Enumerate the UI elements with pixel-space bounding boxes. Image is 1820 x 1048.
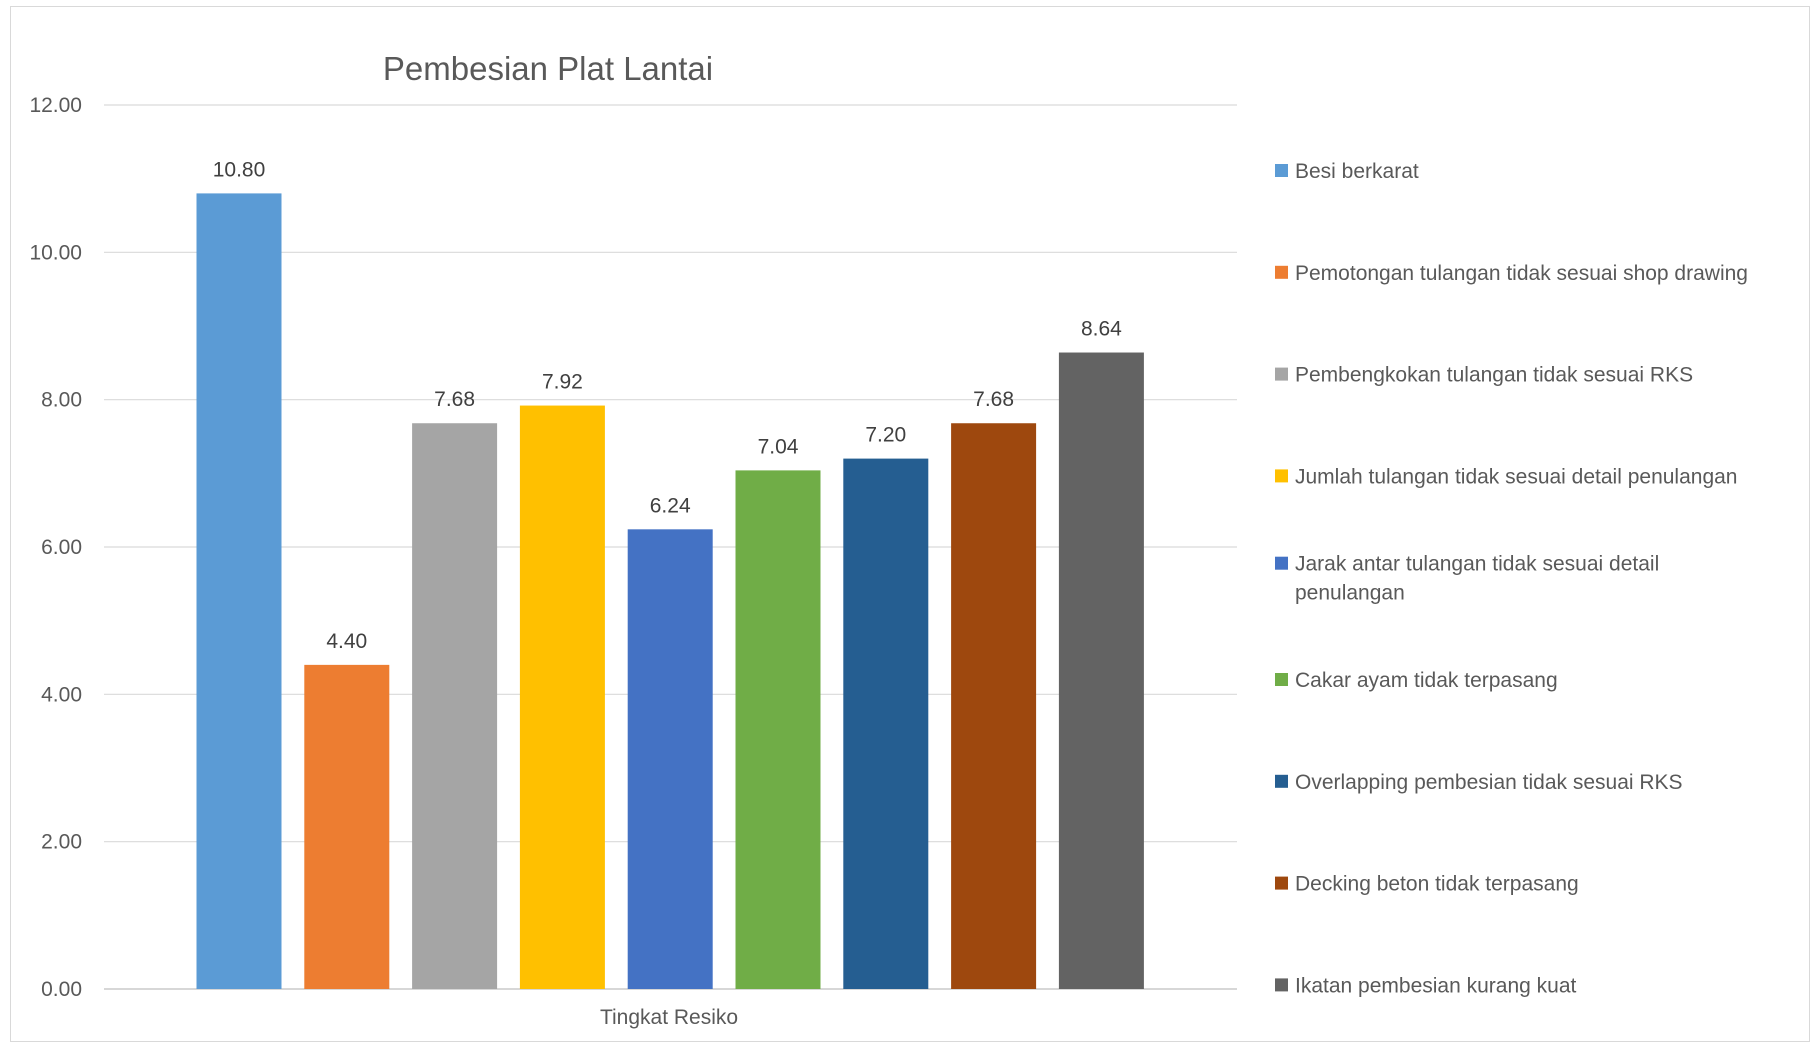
legend-swatch — [1275, 876, 1288, 890]
bar — [843, 458, 929, 990]
bar — [627, 529, 713, 989]
bar — [1058, 352, 1144, 989]
legend-swatch — [1275, 367, 1288, 381]
y-tick-label: 12.00 — [29, 94, 82, 117]
data-label: 6.24 — [650, 494, 691, 517]
legend-label: Besi berkarat — [1295, 160, 1419, 183]
y-tick-label: 6.00 — [41, 536, 82, 559]
y-tick-label: 8.00 — [41, 389, 82, 412]
gridlines — [104, 104, 1237, 990]
data-label: 7.68 — [973, 388, 1014, 411]
y-tick-label: 4.00 — [41, 683, 82, 706]
bar — [196, 193, 282, 989]
legend-label: Pemotongan tulangan tidak sesuai shop dr… — [1295, 262, 1748, 285]
legend-label: Ikatan pembesian kurang kuat — [1295, 974, 1577, 997]
y-axis: 0.00 2.00 4.00 6.00 8.00 10.00 12.00 — [29, 94, 82, 1001]
data-label: 8.64 — [1081, 318, 1122, 341]
y-tick-label: 10.00 — [29, 241, 82, 264]
y-tick-label: 0.00 — [41, 978, 82, 1001]
x-axis-label: Tingkat Resiko — [600, 1006, 738, 1029]
data-labels: 10.80 4.40 7.68 7.92 6.24 7.04 7.20 7.68 8.64 — [213, 158, 1122, 652]
data-label: 7.04 — [758, 435, 799, 458]
data-label: 7.92 — [542, 371, 583, 394]
legend-swatch — [1275, 265, 1288, 279]
legend-swatch — [1275, 673, 1288, 686]
legend-swatch — [1275, 774, 1288, 788]
data-label: 7.20 — [865, 424, 906, 447]
legend-swatch — [1275, 164, 1288, 177]
legend-label: Pembengkokan tulangan tidak sesuai RKS — [1295, 364, 1693, 387]
bar — [951, 423, 1037, 989]
y-tick-label: 2.00 — [41, 831, 82, 854]
legend-swatch — [1275, 978, 1288, 992]
bar — [735, 470, 821, 989]
chart-title: Pembesian Plat Lantai — [383, 50, 713, 87]
legend-swatch — [1275, 556, 1288, 570]
legend-swatch — [1275, 469, 1288, 483]
legend: Besi berkarat Pemotongan tulangan tidak s… — [1275, 160, 1748, 997]
legend-label: Decking beton tidak terpasang — [1295, 873, 1579, 896]
legend-label: Cakar ayam tidak terpasang — [1295, 669, 1558, 692]
bar — [304, 664, 390, 989]
legend-label: Jarak antar tulangan tidak sesuai detail… — [1295, 553, 1659, 605]
data-label: 7.68 — [434, 388, 475, 411]
bar — [412, 423, 498, 989]
bars — [196, 193, 1144, 990]
legend-label: Jumlah tulangan tidak sesuai detail penu… — [1295, 465, 1738, 488]
data-label: 4.40 — [326, 630, 367, 653]
bar — [519, 405, 605, 989]
legend-label: Overlapping pembesian tidak sesuai RKS — [1295, 771, 1683, 794]
data-label: 10.80 — [213, 158, 266, 181]
